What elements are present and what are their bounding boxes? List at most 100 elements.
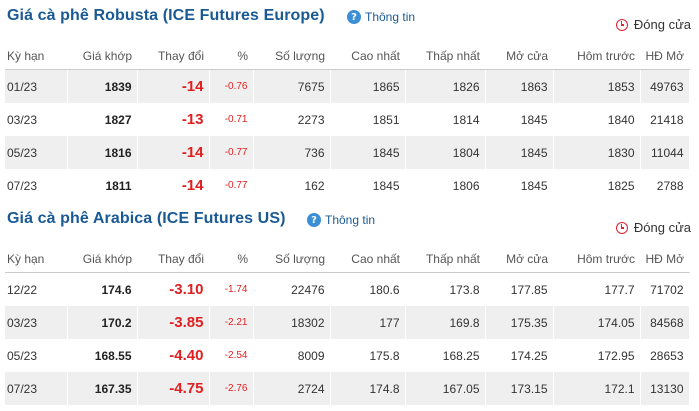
- table-row: 03/23 170.2 -3.85 -2.21 18302 177 169.8 …: [5, 306, 690, 339]
- percent-cell: -0.71: [209, 103, 254, 136]
- high-cell: 180.6: [330, 272, 406, 306]
- term-cell: 07/23: [5, 169, 68, 202]
- table-row: 12/22 174.6 -3.10 -1.74 22476 180.6 173.…: [5, 272, 690, 306]
- robusta-info-link[interactable]: ? Thông tin: [347, 10, 415, 24]
- open-interest-cell: 11044: [640, 136, 690, 169]
- col-header: Thay đổi: [137, 43, 209, 70]
- prev-cell: 1830: [553, 136, 641, 169]
- open-cell: 177.85: [485, 272, 554, 306]
- arabica-section: Giá cà phê Arabica (ICE Futures US) ? Th…: [0, 207, 699, 405]
- arabica-header: Giá cà phê Arabica (ICE Futures US) ? Th…: [0, 207, 699, 243]
- open-interest-cell: 2788: [640, 169, 690, 202]
- low-cell: 173.8: [405, 272, 486, 306]
- col-header: Hôm trước: [553, 43, 640, 70]
- robusta-title: Giá cà phê Robusta (ICE Futures Europe): [7, 7, 325, 24]
- high-cell: 1851: [330, 103, 406, 136]
- open-cell: 1845: [485, 136, 554, 169]
- robusta-close-label: Đóng cửa: [633, 17, 691, 32]
- change-cell: -4.40: [137, 339, 210, 372]
- clock-icon: [615, 221, 628, 234]
- clock-icon: [615, 18, 628, 31]
- robusta-section: Giá cà phê Robusta (ICE Futures Europe) …: [0, 0, 699, 202]
- low-cell: 168.25: [405, 339, 486, 372]
- term-cell: 03/23: [5, 306, 68, 339]
- percent-cell: -0.77: [209, 169, 254, 202]
- table-row: 05/23 1816 -14 -0.77 736 1845 1804 1845 …: [5, 136, 690, 169]
- change-cell: -3.85: [137, 306, 210, 339]
- high-cell: 1865: [330, 69, 406, 103]
- change-cell: -3.10: [137, 272, 210, 306]
- term-cell: 05/23: [5, 136, 68, 169]
- prev-cell: 1825: [553, 169, 641, 202]
- open-interest-cell: 71702: [640, 272, 690, 306]
- term-cell: 12/22: [5, 272, 68, 306]
- col-header: Cao nhất: [330, 246, 405, 273]
- prev-cell: 1853: [553, 69, 641, 103]
- col-header: Giá khớp: [67, 246, 137, 273]
- col-header: HĐ Mở: [640, 246, 689, 273]
- arabica-close-label: Đóng cửa: [633, 220, 691, 235]
- open-cell: 1845: [485, 103, 554, 136]
- prev-cell: 172.95: [553, 339, 641, 372]
- table-row: 05/23 168.55 -4.40 -2.54 8009 175.8 168.…: [5, 339, 690, 372]
- arabica-info-label: Thông tin: [325, 213, 376, 227]
- info-circle-icon: ?: [347, 10, 361, 24]
- volume-cell: 18302: [253, 306, 331, 339]
- col-header: Mở cửa: [485, 246, 553, 273]
- col-header: Thấp nhất: [405, 43, 485, 70]
- arabica-header-row: Kỳ hạn Giá khớp Thay đổi % Số lượng Cao …: [5, 246, 689, 273]
- low-cell: 1804: [405, 136, 486, 169]
- term-cell: 05/23: [5, 339, 68, 372]
- col-header: Thấp nhất: [405, 246, 485, 273]
- open-interest-cell: 28653: [640, 339, 690, 372]
- open-cell: 173.15: [485, 372, 554, 405]
- price-cell: 1811: [67, 169, 138, 202]
- term-cell: 01/23: [5, 69, 68, 103]
- arabica-table: Kỳ hạn Giá khớp Thay đổi % Số lượng Cao …: [5, 246, 690, 405]
- table-row: 01/23 1839 -14 -0.76 7675 1865 1826 1863…: [5, 69, 690, 103]
- arabica-info-link[interactable]: ? Thông tin: [307, 213, 375, 227]
- prev-cell: 174.05: [553, 306, 641, 339]
- low-cell: 169.8: [405, 306, 486, 339]
- col-header: HĐ Mở: [640, 43, 689, 70]
- col-header: %: [209, 246, 253, 273]
- percent-cell: -2.21: [209, 306, 254, 339]
- table-row: 03/23 1827 -13 -0.71 2273 1851 1814 1845…: [5, 103, 690, 136]
- col-header: Hôm trước: [553, 246, 640, 273]
- high-cell: 1845: [330, 169, 406, 202]
- open-cell: 174.25: [485, 339, 554, 372]
- info-circle-icon: ?: [307, 213, 321, 227]
- open-interest-cell: 49763: [640, 69, 690, 103]
- col-header: Giá khớp: [67, 43, 137, 70]
- price-cell: 168.55: [67, 339, 138, 372]
- open-interest-cell: 84568: [640, 306, 690, 339]
- col-header: Mở cửa: [485, 43, 553, 70]
- prev-cell: 172.1: [553, 372, 641, 405]
- term-cell: 07/23: [5, 372, 68, 405]
- prev-cell: 177.7: [553, 272, 641, 306]
- col-header: Cao nhất: [330, 43, 405, 70]
- open-cell: 1845: [485, 169, 554, 202]
- price-cell: 1839: [67, 69, 138, 103]
- open-cell: 175.35: [485, 306, 554, 339]
- volume-cell: 162: [253, 169, 331, 202]
- robusta-header: Giá cà phê Robusta (ICE Futures Europe) …: [0, 0, 699, 36]
- robusta-info-label: Thông tin: [365, 10, 416, 24]
- high-cell: 1845: [330, 136, 406, 169]
- volume-cell: 8009: [253, 339, 331, 372]
- robusta-header-row: Kỳ hạn Giá khớp Thay đổi % Số lượng Cao …: [5, 43, 689, 70]
- arabica-close-price: Đóng cửa: [615, 220, 691, 235]
- change-cell: -14: [137, 69, 210, 103]
- col-header: Số lượng: [253, 246, 330, 273]
- volume-cell: 2273: [253, 103, 331, 136]
- change-cell: -4.75: [137, 372, 210, 405]
- percent-cell: -0.76: [209, 69, 254, 103]
- price-cell: 1816: [67, 136, 138, 169]
- arabica-title: Giá cà phê Arabica (ICE Futures US): [7, 210, 286, 227]
- col-header: Kỳ hạn: [5, 43, 67, 70]
- prev-cell: 1840: [553, 103, 641, 136]
- change-cell: -13: [137, 103, 210, 136]
- term-cell: 03/23: [5, 103, 68, 136]
- high-cell: 174.8: [330, 372, 406, 405]
- percent-cell: -2.76: [209, 372, 254, 405]
